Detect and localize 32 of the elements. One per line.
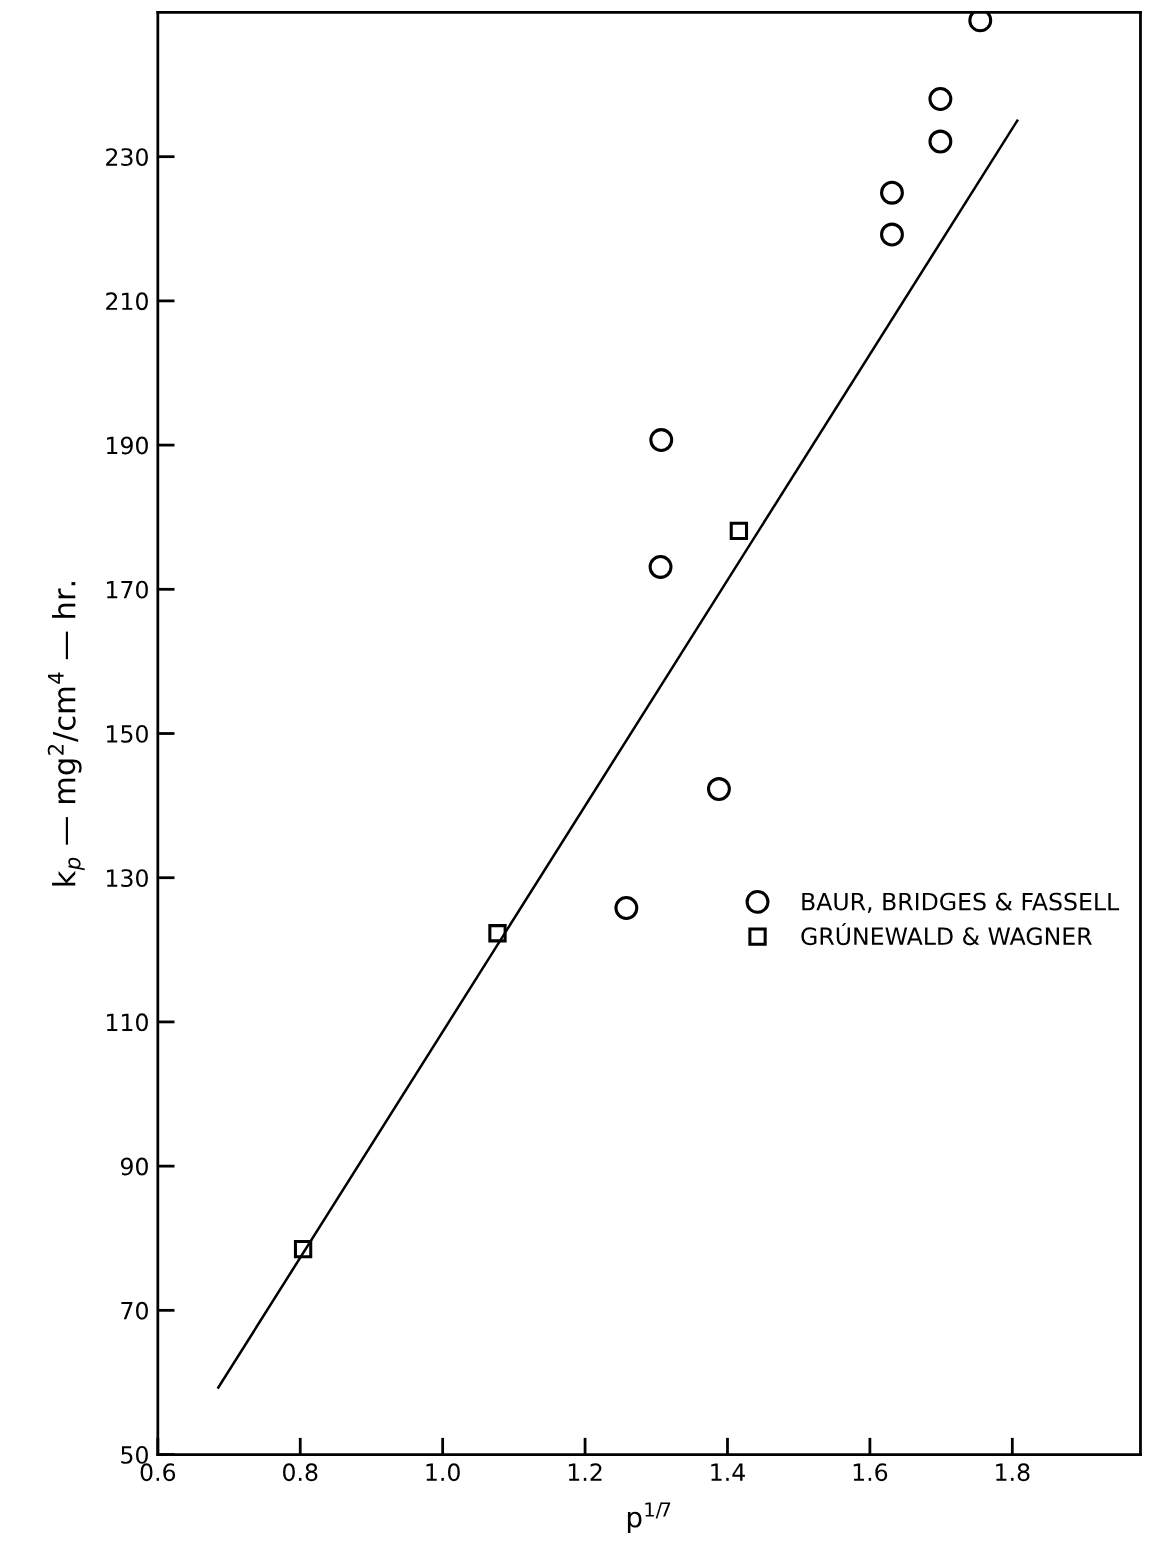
x-tick-label: 1.6 — [853, 1463, 888, 1482]
x-tick-label: 1.8 — [996, 1463, 1030, 1482]
y-tick-label: 210 — [106, 292, 148, 311]
point — [649, 428, 674, 452]
point — [488, 924, 507, 943]
y-tick-label: 110 — [107, 1013, 148, 1032]
y-tick-label: 90 — [120, 1157, 148, 1176]
y-tick-label: 190 — [107, 436, 148, 455]
x-tick-label: 1.2 — [568, 1463, 602, 1481]
x-tick-label: 1.4 — [711, 1463, 745, 1481]
point — [648, 555, 673, 579]
y-tick-label: 50 — [121, 1445, 148, 1464]
x-tick-label: 0.8 — [283, 1463, 318, 1482]
y-tick-label: 170 — [107, 580, 148, 599]
legend-label: BAUR, BRIDGES & FASSELL — [802, 892, 1120, 913]
x-tick-label: 0.6 — [140, 1463, 176, 1482]
y-tick-label: 130 — [107, 869, 148, 888]
y-tick-label: 150 — [107, 724, 148, 743]
point — [928, 129, 953, 154]
point — [614, 896, 639, 920]
point — [293, 1239, 313, 1259]
y-tick-label: 70 — [121, 1301, 148, 1320]
point — [880, 222, 904, 247]
x-tick-label: 1.0 — [426, 1463, 460, 1482]
point — [706, 777, 731, 801]
x-axis-title: p$^{1/7}$ — [627, 1502, 671, 1533]
point — [928, 87, 953, 111]
legend-label: GRÚNEWALD & WAGNER — [801, 922, 1092, 946]
point — [880, 180, 904, 205]
y-tick-label: 230 — [106, 148, 148, 166]
y-axis-title: k$_{p}$ — mg$^{2}$/cm$^{4}$ — hr. — [47, 582, 85, 886]
point — [729, 521, 749, 541]
